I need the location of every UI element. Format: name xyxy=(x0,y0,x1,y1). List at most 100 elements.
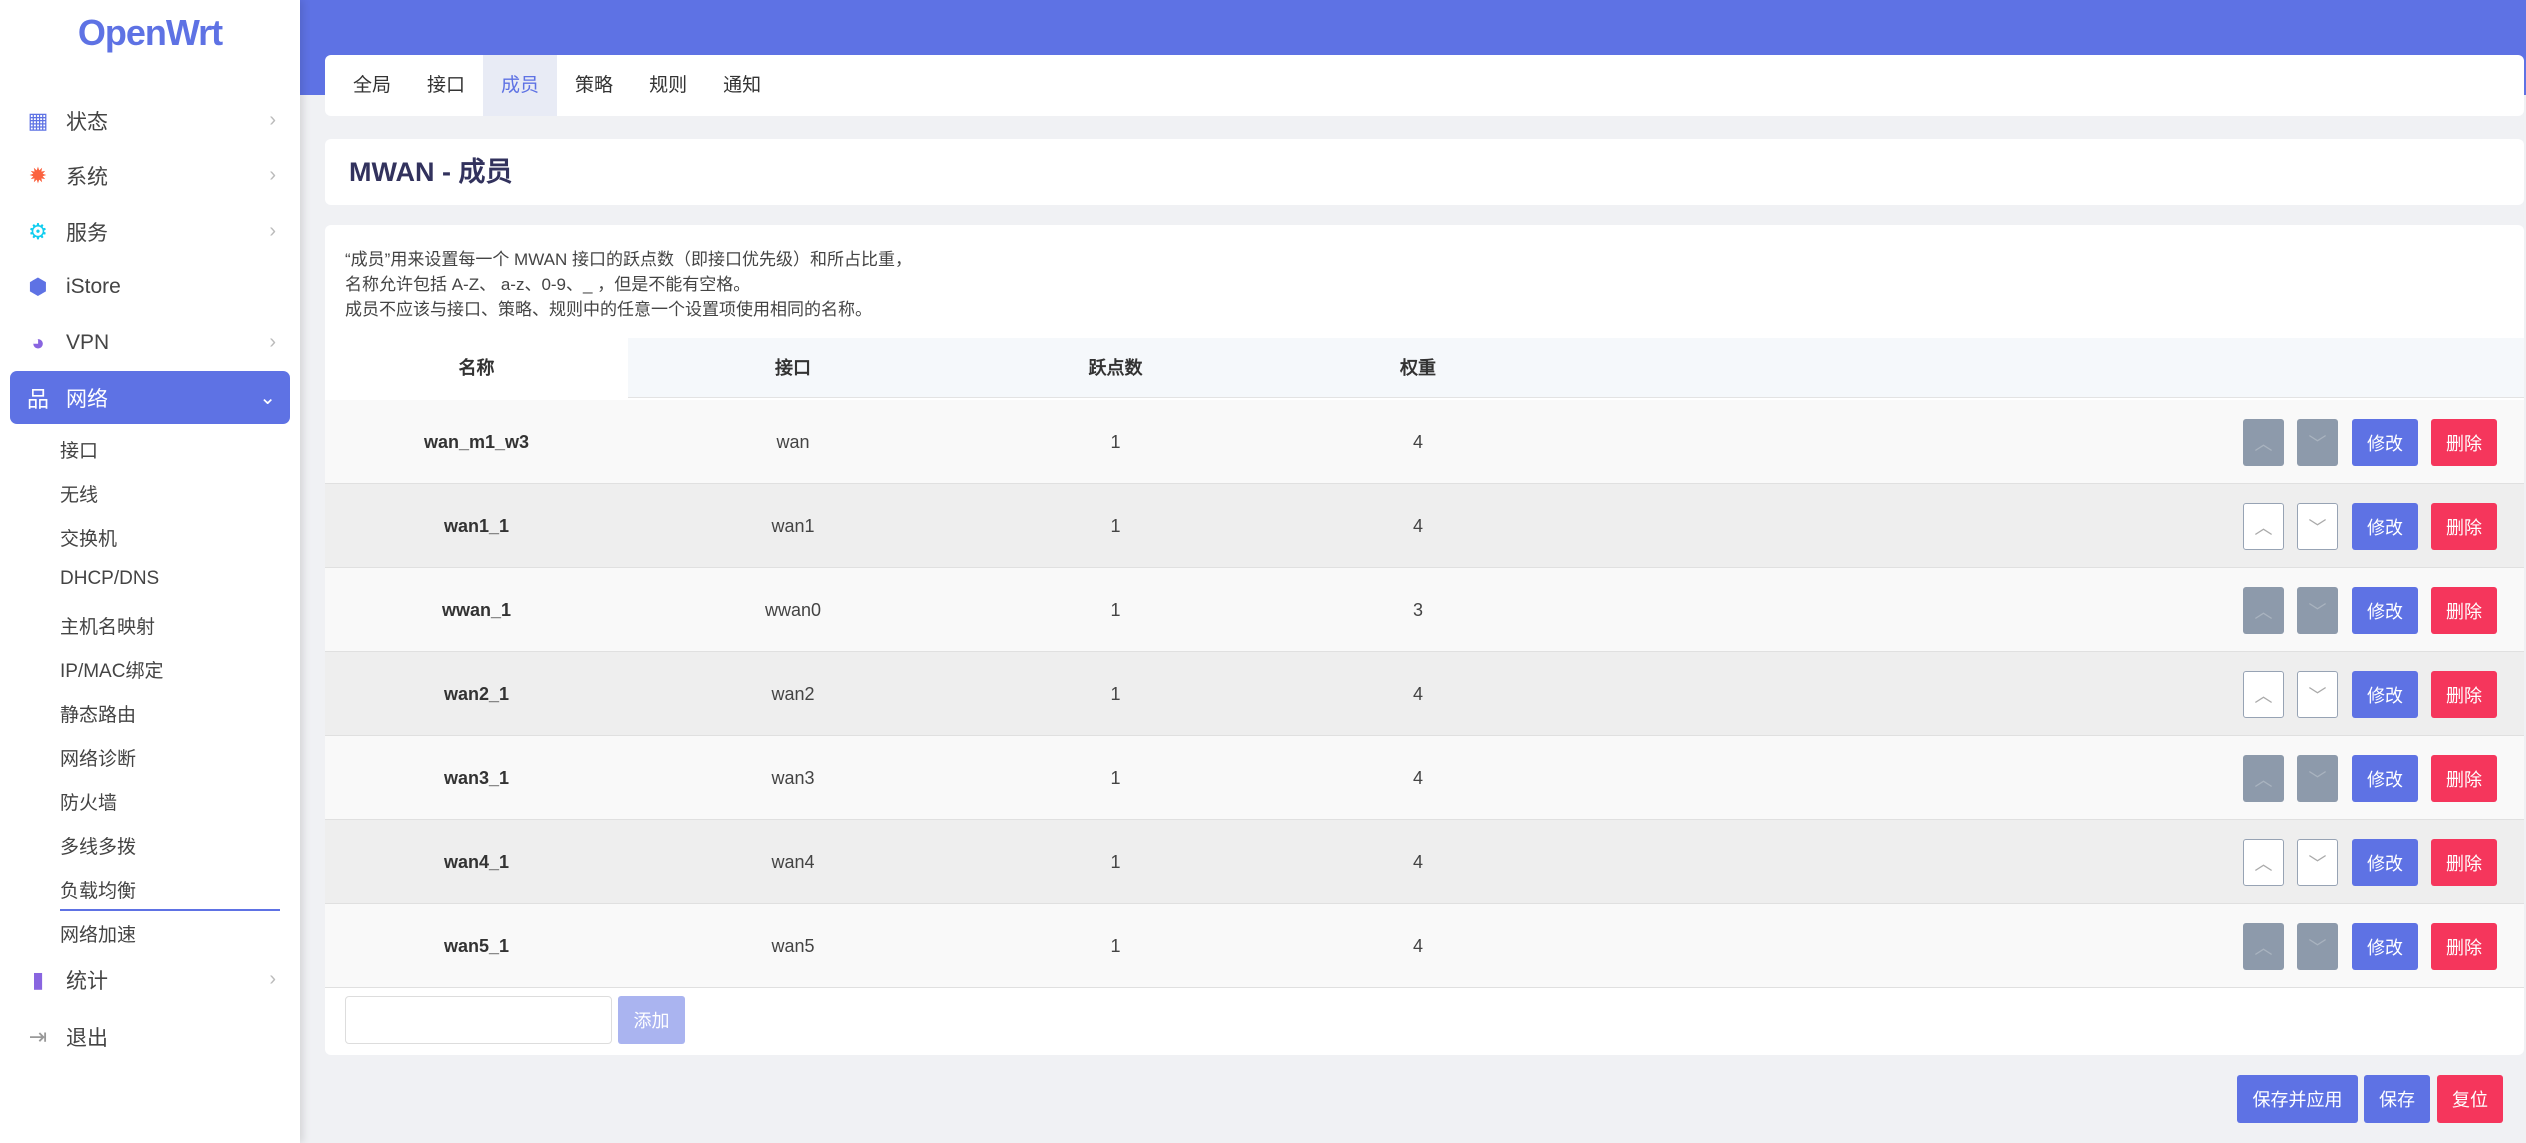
delete-button[interactable]: 删除 xyxy=(2431,839,2497,886)
sidebar-subitem[interactable]: 负载均衡 xyxy=(60,876,280,911)
sidebar-subitem[interactable]: 静态路由 xyxy=(60,705,137,726)
description-line: 成员不应该与接口、策略、规则中的任意一个设置项使用相同的名称。 xyxy=(345,300,872,319)
member-metric: 1 xyxy=(1110,432,1121,452)
move-up-button[interactable]: ︿ xyxy=(2243,755,2284,802)
chevron-up-icon: ︿ xyxy=(2254,601,2273,622)
sidebar-item-label: 网络 xyxy=(66,387,108,411)
move-up-button[interactable]: ︿ xyxy=(2243,419,2284,466)
member-interface: wan5 xyxy=(771,936,815,956)
chevron-right-icon: › xyxy=(269,331,276,353)
delete-button[interactable]: 删除 xyxy=(2431,755,2497,802)
header-interface: 接口 xyxy=(775,358,811,378)
table-row: wan1_1 wan1 1 4 ︿ ﹀ 修改 删除 xyxy=(325,484,2524,568)
sidebar-item[interactable]: 品网络 ⌄ xyxy=(10,371,290,424)
move-down-button[interactable]: ﹀ xyxy=(2297,923,2338,970)
sidebar-subitem[interactable]: 多线多拨 xyxy=(60,837,137,858)
chevron-down-icon: ⌄ xyxy=(259,387,276,409)
member-metric: 1 xyxy=(1110,852,1121,872)
table-row: wan2_1 wan2 1 4 ︿ ﹀ 修改 删除 xyxy=(325,652,2524,736)
sidebar-subitem[interactable]: 交换机 xyxy=(60,529,118,550)
table-row: wwan_1 wwan0 1 3 ︿ ﹀ 修改 删除 xyxy=(325,568,2524,652)
move-up-button[interactable]: ︿ xyxy=(2243,923,2284,970)
sidebar-subitem[interactable]: IP/MAC绑定 xyxy=(60,661,164,682)
tab[interactable]: 接口 xyxy=(427,75,466,96)
member-name: wan5_1 xyxy=(443,936,510,956)
delete-button[interactable]: 删除 xyxy=(2431,419,2497,466)
sidebar-item[interactable]: ▮ 统计 › xyxy=(10,953,290,1006)
move-down-button[interactable]: ﹀ xyxy=(2297,755,2338,802)
tab[interactable]: 成员 xyxy=(483,55,558,116)
member-name: wan2_1 xyxy=(443,684,510,704)
sidebar-item[interactable]: ⇥ 退出 xyxy=(10,1010,290,1063)
delete-button[interactable]: 删除 xyxy=(2431,503,2497,550)
move-up-button[interactable]: ︿ xyxy=(2243,839,2284,886)
edit-button[interactable]: 修改 xyxy=(2352,419,2418,466)
sidebar-item[interactable]: ◕ VPN › xyxy=(10,316,290,369)
edit-button[interactable]: 修改 xyxy=(2352,755,2418,802)
sidebar-subitem[interactable]: 主机名映射 xyxy=(60,617,156,638)
chevron-right-icon: › xyxy=(269,164,276,186)
move-up-button[interactable]: ︿ xyxy=(2243,503,2284,550)
sidebar-subitem[interactable]: 网络加速 xyxy=(60,925,137,946)
move-up-button[interactable]: ︿ xyxy=(2243,587,2284,634)
reset-button[interactable]: 复位 xyxy=(2437,1075,2503,1123)
network-icon: 品 xyxy=(26,386,49,412)
chevron-down-icon: ﹀ xyxy=(2308,685,2327,706)
delete-button[interactable]: 删除 xyxy=(2431,923,2497,970)
member-metric: 1 xyxy=(1110,684,1121,704)
move-down-button[interactable]: ﹀ xyxy=(2297,419,2338,466)
gears-icon: ⚙ xyxy=(28,218,48,244)
sidebar-subitem[interactable]: 网络诊断 xyxy=(60,749,137,770)
tab[interactable]: 全局 xyxy=(353,75,392,96)
sidebar-item[interactable]: ✹ 系统 › xyxy=(10,149,290,202)
table-row: wan3_1 wan3 1 4 ︿ ﹀ 修改 删除 xyxy=(325,736,2524,820)
delete-button[interactable]: 删除 xyxy=(2431,587,2497,634)
member-name: wan3_1 xyxy=(443,768,510,788)
edit-button[interactable]: 修改 xyxy=(2352,839,2418,886)
sidebar-subitem[interactable]: DHCP/DNS xyxy=(60,568,160,589)
edit-button[interactable]: 修改 xyxy=(2352,503,2418,550)
sidebar-item-label: 状态 xyxy=(66,110,108,134)
tab[interactable]: 通知 xyxy=(723,75,762,96)
chevron-up-icon: ︿ xyxy=(2254,517,2273,538)
member-name: wwan_1 xyxy=(441,600,512,620)
member-interface: wan3 xyxy=(771,768,815,788)
sidebar-item-label: 退出 xyxy=(66,1026,108,1050)
save-apply-button[interactable]: 保存并应用 xyxy=(2237,1075,2358,1123)
sidebar-item[interactable]: ▦ 状态 › xyxy=(10,94,290,147)
edit-button[interactable]: 修改 xyxy=(2352,923,2418,970)
save-button[interactable]: 保存 xyxy=(2364,1075,2430,1123)
logo: OpenWrt xyxy=(77,12,223,53)
move-down-button[interactable]: ﹀ xyxy=(2297,671,2338,718)
move-up-button[interactable]: ︿ xyxy=(2243,671,2284,718)
page-title: MWAN - 成员 xyxy=(325,139,2524,205)
new-member-name-input[interactable] xyxy=(345,996,612,1044)
sidebar-item[interactable]: ⬢ iStore xyxy=(10,260,290,313)
dashboard-icon: ▦ xyxy=(27,107,49,133)
move-down-button[interactable]: ﹀ xyxy=(2297,587,2338,634)
tab[interactable]: 规则 xyxy=(649,75,688,96)
chevron-down-icon: ﹀ xyxy=(2308,853,2327,874)
tab-bar: 全局 接口 成员 策略 规则 通知 xyxy=(325,55,2524,116)
chevron-down-icon: ﹀ xyxy=(2308,769,2327,790)
move-down-button[interactable]: ﹀ xyxy=(2297,503,2338,550)
sidebar-item-label: 统计 xyxy=(66,969,108,993)
tab[interactable]: 策略 xyxy=(575,75,614,96)
header-weight: 权重 xyxy=(1400,358,1436,378)
sidebar-item-label: iStore xyxy=(66,274,121,298)
table-header: 名称 接口 跃点数 权重 xyxy=(325,338,2524,398)
sidebar-item[interactable]: ⚙ 服务 › xyxy=(10,205,290,258)
sidebar-subitem[interactable]: 接口 xyxy=(60,441,99,462)
add-button[interactable]: 添加 xyxy=(618,996,685,1044)
sidebar-subitem[interactable]: 防火墙 xyxy=(60,793,118,814)
header-metric: 跃点数 xyxy=(1088,358,1143,378)
header-name: 名称 xyxy=(458,358,495,378)
table-row: wan5_1 wan5 1 4 ︿ ﹀ 修改 删除 xyxy=(325,904,2524,988)
chevron-down-icon: ﹀ xyxy=(2308,517,2327,538)
sidebar-subitem[interactable]: 无线 xyxy=(60,485,99,506)
edit-button[interactable]: 修改 xyxy=(2352,587,2418,634)
move-down-button[interactable]: ﹀ xyxy=(2297,839,2338,886)
edit-button[interactable]: 修改 xyxy=(2352,671,2418,718)
delete-button[interactable]: 删除 xyxy=(2431,671,2497,718)
globe-lock-icon: ◕ xyxy=(31,329,45,355)
